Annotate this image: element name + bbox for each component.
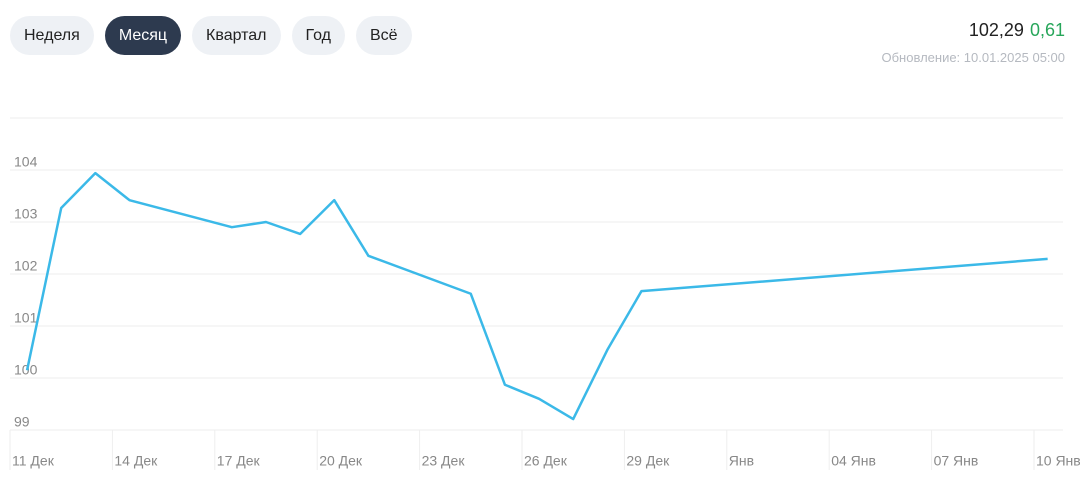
price: 102,29	[968, 20, 1024, 40]
period-tabs: Неделя Месяц Квартал Год Всё	[10, 16, 412, 55]
y-tick-label: 99	[14, 414, 30, 430]
period-tab[interactable]: Месяц	[104, 16, 182, 55]
y-tick-label: 103	[14, 206, 38, 222]
x-tick-label: Янв	[729, 453, 754, 469]
x-tick-label: 29 Дек	[626, 453, 670, 469]
x-tick-label: 04 Янв	[831, 453, 876, 469]
updated: Обновление: 10.01.2025 05:00	[881, 50, 1066, 65]
period-tab[interactable]: Год	[291, 16, 345, 55]
x-tick-label: 26 Дек	[524, 453, 568, 469]
x-tick-label: 11 Дек	[12, 453, 55, 469]
period-tab[interactable]: Неделя	[10, 16, 94, 55]
x-tick-label: 23 Дек	[422, 453, 466, 469]
y-tick-label: 102	[14, 258, 38, 274]
x-tick-label: 17 Дек	[217, 453, 261, 469]
x-tick-label: 14 Дек	[114, 453, 158, 469]
y-tick-label: 101	[14, 310, 38, 326]
y-tick-label: 104	[14, 154, 38, 170]
x-tick-label: 07 Янв	[934, 453, 979, 469]
y-tick-label: 100	[14, 362, 38, 378]
price-line	[25, 171, 1048, 421]
x-tick-label: 20 Дек	[319, 453, 363, 469]
period-tab[interactable]: Всё	[356, 16, 412, 55]
x-tick-label: 10 Янв	[1036, 453, 1080, 469]
quote: 102,29 0,61	[969, 20, 1065, 41]
change: 0,61	[1029, 20, 1065, 40]
period-tab[interactable]: Квартал	[192, 16, 281, 55]
